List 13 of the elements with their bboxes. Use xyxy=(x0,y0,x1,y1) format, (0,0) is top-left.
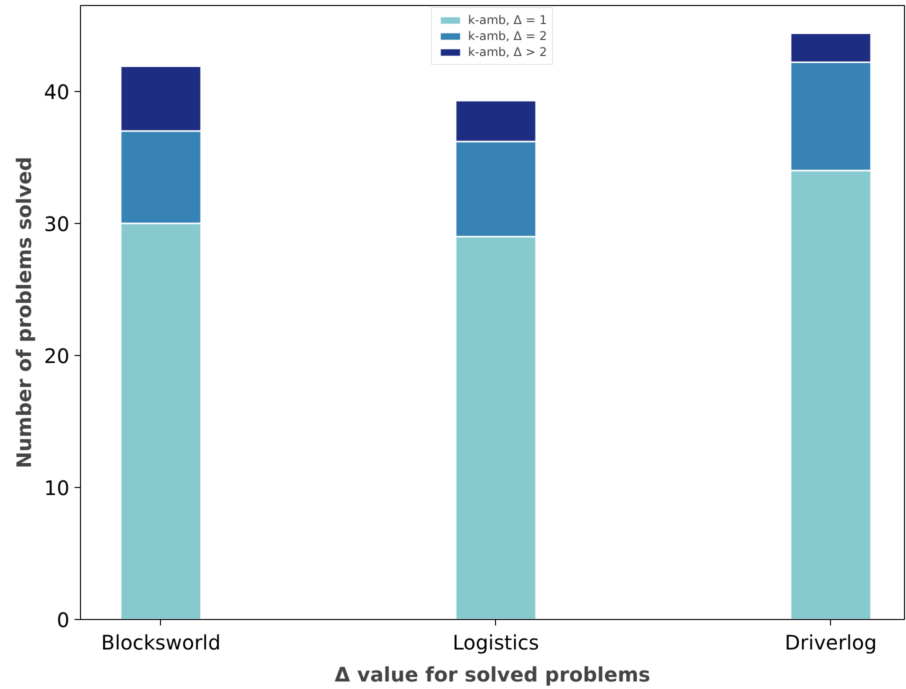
y-tick-label: 40 xyxy=(44,80,70,104)
y-tick-label: 10 xyxy=(44,476,70,500)
legend-label: k-amb, Δ = 2 xyxy=(468,29,548,43)
x-axis-title: Δ value for solved problems xyxy=(334,662,650,686)
y-tick-label: 0 xyxy=(56,608,70,632)
x-tick-label: Driverlog xyxy=(784,630,877,654)
y-tick-label: 30 xyxy=(44,212,70,236)
legend-label: k-amb, Δ > 2 xyxy=(468,45,548,59)
x-tick-label: Blocksworld xyxy=(101,630,221,654)
y-axis-title: Number of problems solved xyxy=(12,156,36,468)
y-tick-label: 20 xyxy=(44,344,70,368)
x-tick-label: Logistics xyxy=(452,630,540,654)
legend-label: k-amb, Δ = 1 xyxy=(468,13,548,27)
